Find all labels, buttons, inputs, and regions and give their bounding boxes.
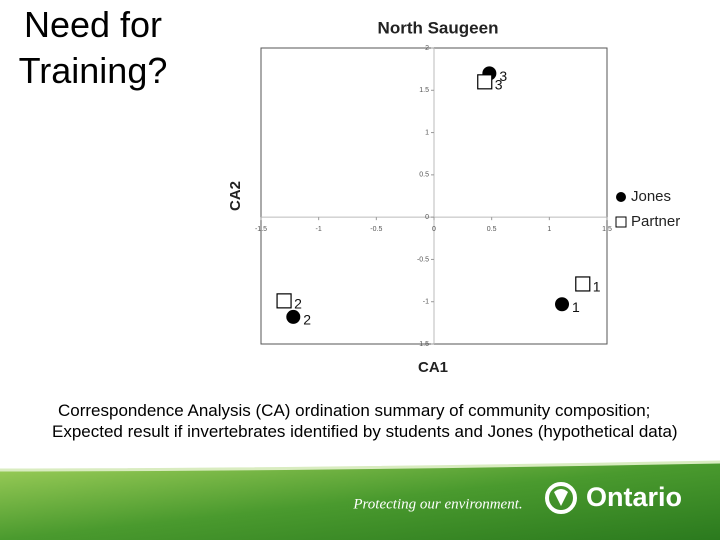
y-tick-label: 0.5 <box>419 172 429 179</box>
legend-label: Jones <box>631 188 671 205</box>
point-label: 3 <box>499 68 507 84</box>
y-tick-label: 0 <box>425 214 429 221</box>
x-tick-label: -1.5 <box>255 226 267 233</box>
footer-tagline: Protecting our environment. <box>352 496 522 512</box>
legend-marker <box>615 216 627 228</box>
footer-edge <box>0 460 720 472</box>
x-axis-label: CA1 <box>418 359 448 376</box>
y-tick-label: -1 <box>423 299 429 306</box>
y-tick-label: 1 <box>425 129 429 136</box>
point-label: 1 <box>593 279 601 295</box>
y-tick-label: 1.5 <box>419 87 429 94</box>
ontario-logo <box>545 482 577 514</box>
footer-band <box>0 462 720 540</box>
legend-label: Partner <box>631 213 680 230</box>
point <box>276 293 292 309</box>
slide-title: Need for Training? <box>18 4 168 91</box>
point <box>477 74 493 90</box>
x-tick-label: -0.5 <box>370 226 382 233</box>
point-label: 2 <box>294 296 302 312</box>
ontario-logo-mark <box>554 489 568 506</box>
point-label: 3 <box>495 77 503 93</box>
point <box>575 276 591 292</box>
point <box>286 309 301 324</box>
point <box>555 297 570 312</box>
footer-brand: Ontario <box>586 482 682 512</box>
x-tick-label: 1 <box>547 226 551 233</box>
legend-marker <box>616 192 626 202</box>
y-tick-label: -0.5 <box>417 256 429 263</box>
point-label: 2 <box>303 312 311 328</box>
y-tick-label: 2 <box>425 45 429 52</box>
x-tick-label: 1.5 <box>602 226 612 233</box>
x-tick-label: -1 <box>316 226 322 233</box>
x-tick-label: 0.5 <box>487 226 497 233</box>
y-axis-label: CA2 <box>227 181 244 211</box>
point-label: 1 <box>572 299 580 315</box>
y-tick-label: -1.5 <box>417 341 429 348</box>
x-tick-label: 0 <box>432 226 436 233</box>
caption: Correspondence Analysis (CA) ordination … <box>52 401 678 441</box>
chart-title: North Saugeen <box>378 18 499 37</box>
